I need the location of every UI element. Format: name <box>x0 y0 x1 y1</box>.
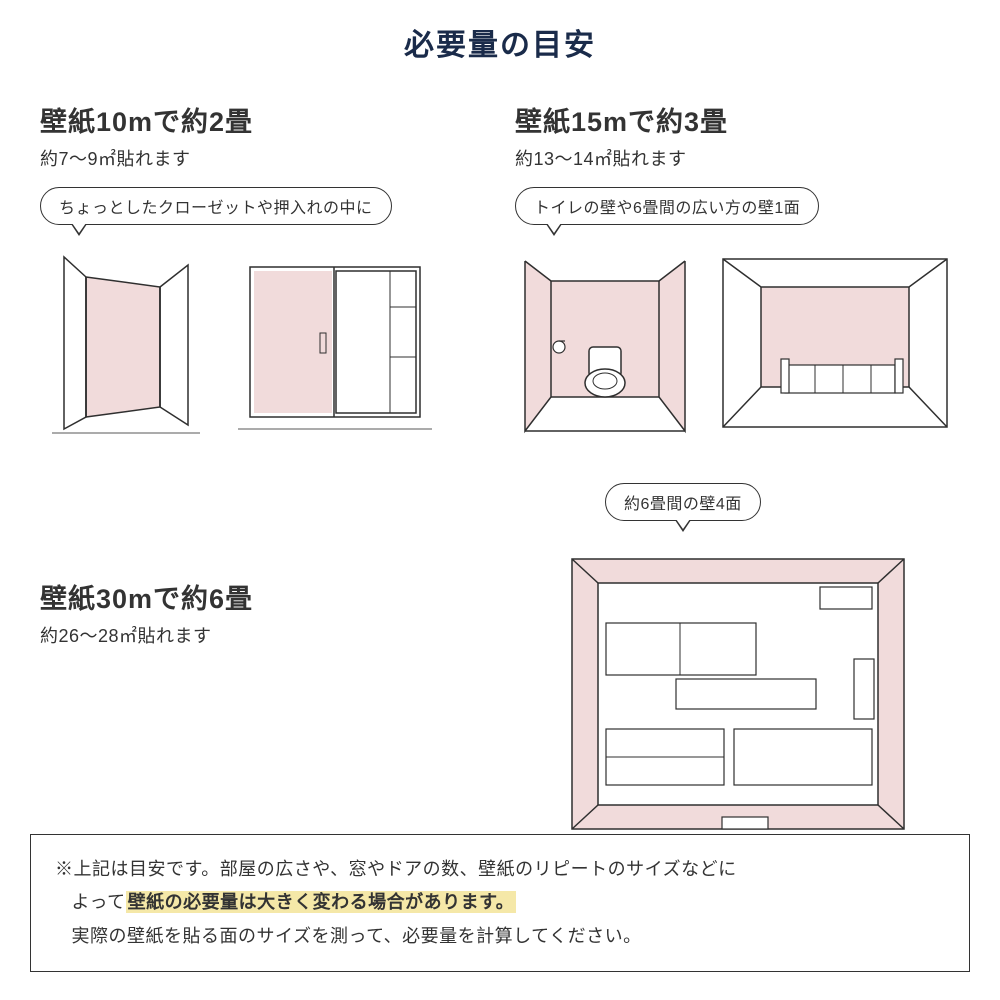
block-30m-visual: 約6畳間の壁4面 <box>515 467 960 847</box>
illustration-room-accent-wall <box>715 247 955 447</box>
block-30m-callout: 約6畳間の壁4面 <box>605 483 761 521</box>
illustration-room-plan-6tatami <box>558 547 918 847</box>
content-grid: 壁紙10mで約2畳 約7～9㎡貼れます ちょっとしたクローゼットや押入れの中に <box>40 100 960 847</box>
illustration-toilet-room <box>515 247 695 447</box>
block-30m-heading: 壁紙30mで約6畳 <box>40 577 485 616</box>
footnote-highlight: 壁紙の必要量は大きく変わる場合があります。 <box>126 891 517 913</box>
block-30m: 壁紙30mで約6畳 約26～28㎡貼れます <box>40 467 485 847</box>
block-15m-callout: トイレの壁や6畳間の広い方の壁1面 <box>515 187 819 225</box>
footnote-line2: よって壁紙の必要量は大きく変わる場合があります。 <box>55 886 945 919</box>
footnote-line3-text: 実際の壁紙を貼る面のサイズを測って、必要量を計算してください。 <box>72 926 642 946</box>
footnote-box: ※上記は目安です。部屋の広さや、窓やドアの数、壁紙のリピートのサイズなどに よっ… <box>30 834 970 972</box>
footnote-line1: ※上記は目安です。部屋の広さや、窓やドアの数、壁紙のリピートのサイズなどに <box>55 853 945 886</box>
footnote-line2-prefix: よって <box>72 892 126 912</box>
illustration-closet-sliding <box>230 247 440 437</box>
block-15m-sub: 約13～14㎡貼れます <box>515 145 960 171</box>
block-10m: 壁紙10mで約2畳 約7～9㎡貼れます ちょっとしたクローゼットや押入れの中に <box>40 100 485 447</box>
block-10m-callout: ちょっとしたクローゼットや押入れの中に <box>40 187 392 225</box>
page-title: 必要量の目安 <box>40 20 960 64</box>
block-10m-sub: 約7～9㎡貼れます <box>40 145 485 171</box>
illustration-closet-open <box>40 247 210 437</box>
block-15m-illustrations <box>515 247 960 447</box>
block-15m-heading: 壁紙15mで約3畳 <box>515 100 960 139</box>
block-30m-sub: 約26～28㎡貼れます <box>40 622 485 648</box>
block-10m-heading: 壁紙10mで約2畳 <box>40 100 485 139</box>
block-15m: 壁紙15mで約3畳 約13～14㎡貼れます トイレの壁や6畳間の広い方の壁1面 <box>515 100 960 447</box>
footnote-line3: 実際の壁紙を貼る面のサイズを測って、必要量を計算してください。 <box>55 920 945 953</box>
block-10m-illustrations <box>40 247 485 437</box>
